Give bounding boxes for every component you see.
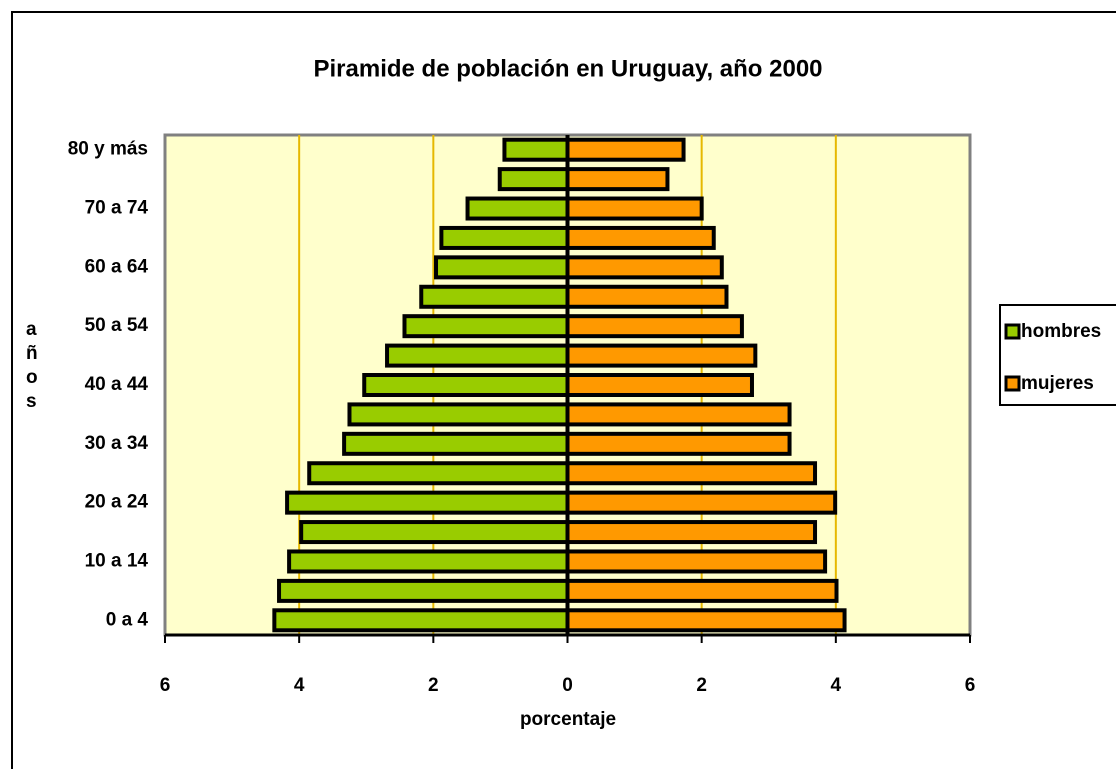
- legend-label: mujeres: [1021, 373, 1094, 394]
- bar: [565, 167, 670, 192]
- bar: [565, 549, 828, 574]
- bar: [497, 167, 570, 192]
- y-tick-label: 80 y más: [68, 139, 148, 160]
- y-tick-label: 70 a 74: [85, 198, 149, 219]
- bar: [565, 578, 839, 603]
- bar: [565, 608, 847, 633]
- legend-swatch: [1004, 323, 1021, 340]
- bar: [342, 431, 570, 456]
- bar: [277, 578, 570, 603]
- y-tick-label: 20 a 24: [85, 492, 149, 513]
- bar: [385, 343, 570, 368]
- x-axis-label: porcentaje: [520, 709, 616, 730]
- bar: [287, 549, 570, 574]
- bar: [502, 137, 570, 162]
- bar: [434, 255, 570, 280]
- bar: [285, 490, 570, 515]
- bar: [565, 431, 792, 456]
- x-tick-label: 6: [160, 675, 171, 696]
- x-tick-label: 2: [428, 675, 439, 696]
- bar: [565, 461, 818, 486]
- bar: [362, 373, 570, 397]
- bar: [565, 284, 729, 309]
- bar: [419, 284, 570, 309]
- x-tick-label: 4: [294, 675, 305, 696]
- x-tick-label: 2: [696, 675, 707, 696]
- bar: [565, 196, 704, 221]
- bar: [565, 343, 758, 368]
- bar: [565, 314, 744, 339]
- y-tick-label: 10 a 14: [85, 550, 149, 571]
- x-tick-label: 6: [965, 675, 976, 696]
- bar: [465, 196, 570, 221]
- bar: [565, 137, 686, 162]
- bar: [307, 461, 570, 486]
- bar: [299, 520, 570, 545]
- bar: [439, 225, 570, 250]
- bar: [272, 608, 570, 633]
- legend-label: hombres: [1021, 321, 1101, 342]
- bar: [565, 520, 818, 545]
- y-tick-label: 50 a 54: [85, 315, 149, 336]
- x-tick-label: 4: [831, 675, 842, 696]
- y-tick-label: 0 a 4: [106, 609, 149, 630]
- y-axis-label: años: [26, 319, 38, 412]
- bar: [565, 373, 754, 397]
- y-tick-label: 40 a 44: [85, 374, 149, 395]
- y-tick-label: 60 a 64: [85, 256, 149, 277]
- bar: [565, 225, 716, 250]
- bar: [565, 490, 838, 515]
- bar: [565, 255, 724, 280]
- bar: [402, 314, 570, 339]
- y-tick-label: 30 a 34: [85, 433, 149, 454]
- x-tick-label: 0: [562, 675, 573, 696]
- bar: [565, 402, 792, 427]
- chart-title: Piramide de población en Uruguay, año 20…: [313, 55, 822, 82]
- legend-swatch: [1004, 375, 1021, 392]
- bar: [347, 402, 570, 427]
